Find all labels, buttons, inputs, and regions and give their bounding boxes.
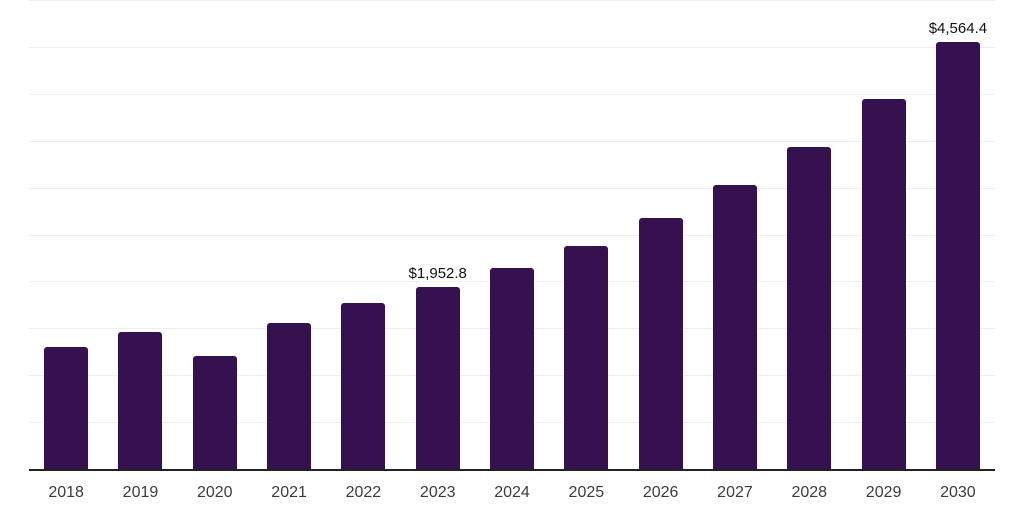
x-tick-label-2023: 2023: [419, 484, 456, 501]
bar-slot: [772, 1, 846, 470]
x-tick-label-2030: 2030: [940, 484, 976, 501]
bar-2022[interactable]: [341, 303, 386, 470]
x-tick-label-2019: 2019: [122, 484, 159, 501]
bar-slot: [252, 1, 326, 470]
bar-2018[interactable]: [44, 347, 89, 470]
bar-slot: [475, 1, 549, 470]
bar-slot: $1,952.8: [401, 1, 475, 470]
bar-2027[interactable]: [712, 184, 757, 470]
x-tick-label-2024: 2024: [494, 484, 530, 501]
x-tick-label-2026: 2026: [642, 484, 679, 501]
bar-slot: [698, 1, 772, 470]
bar-slot: [178, 1, 252, 470]
x-axis-line: [29, 469, 995, 471]
bars-container: $1,952.8 $4,564.4: [29, 1, 995, 470]
gridline: [29, 187, 995, 189]
bar-value-label: $4,564.4: [928, 19, 988, 37]
x-tick-label-2021: 2021: [271, 484, 307, 501]
bar-2021[interactable]: [267, 323, 312, 470]
bar-2019[interactable]: [118, 331, 163, 470]
gridline: [29, 140, 995, 142]
x-tick-label-2022: 2022: [345, 484, 382, 501]
bar-2025[interactable]: [564, 245, 609, 470]
bar-2023[interactable]: [415, 286, 460, 470]
bar-slot: [103, 1, 177, 470]
bar-2026[interactable]: [638, 217, 683, 470]
bar-slot: [549, 1, 623, 470]
plot-area: $1,952.8 $4,564.4: [29, 0, 995, 471]
bar-2024[interactable]: [490, 268, 535, 470]
x-tick-label-2027: 2027: [717, 484, 753, 501]
gridline: [29, 234, 995, 236]
x-tick-label-2025: 2025: [568, 484, 605, 501]
bar-2028[interactable]: [787, 146, 832, 470]
bar-2029[interactable]: [861, 99, 906, 470]
x-tick-label-2018: 2018: [48, 484, 84, 501]
bar-slot: $4,564.4: [921, 1, 995, 470]
x-tick-label-2029: 2029: [865, 484, 902, 501]
gridline: [29, 46, 995, 48]
bar-slot: [624, 1, 698, 470]
x-tick-label-2028: 2028: [791, 484, 828, 501]
bar-2030[interactable]: [935, 41, 980, 470]
x-tick-label-2020: 2020: [196, 484, 233, 501]
bar-slot: [29, 1, 103, 470]
x-axis-labels: 2018 2019 2020 2021 2022 2023 2024 2025 2026 2027…: [29, 471, 995, 502]
gridline: [29, 93, 995, 95]
bar-slot: [326, 1, 400, 470]
gridline: [29, 0, 995, 1]
bar-2020[interactable]: [192, 355, 237, 470]
bar-value-label: $1,952.8: [408, 264, 467, 282]
bar-slot: [846, 1, 920, 470]
